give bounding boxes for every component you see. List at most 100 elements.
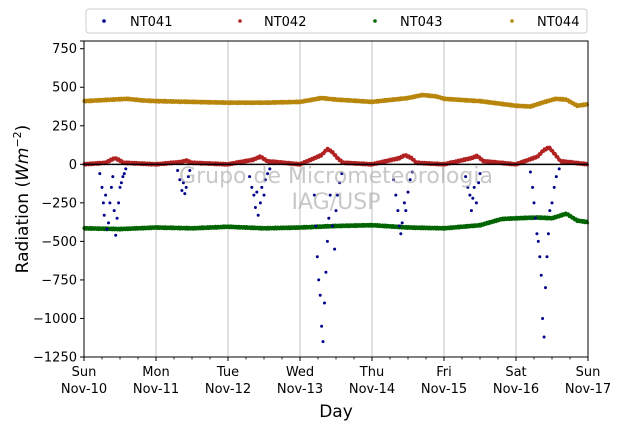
data-point xyxy=(533,216,537,220)
data-point xyxy=(550,201,554,205)
data-point xyxy=(542,335,546,339)
data-point xyxy=(315,255,319,259)
data-point xyxy=(394,193,398,197)
data-point xyxy=(124,167,128,171)
data-point xyxy=(321,340,325,344)
data-point xyxy=(107,221,110,225)
legend-label-nt044: NT044 xyxy=(537,15,579,30)
x-tick-label-date: Nov-16 xyxy=(493,382,539,397)
data-point xyxy=(186,175,190,179)
x-axis-ticks: Sun Nov-10 Mon Nov-11 Tue Nov-12 Wed Nov-13 Thu N… xyxy=(61,357,611,397)
data-point xyxy=(323,301,326,305)
legend-item-nt041: NT041 xyxy=(102,15,172,30)
series-nt041 xyxy=(98,167,561,344)
data-point xyxy=(98,172,102,176)
data-point xyxy=(392,178,396,182)
data-point xyxy=(114,233,118,237)
data-point xyxy=(404,209,408,213)
y-tick-label: 750 xyxy=(52,42,77,57)
data-point xyxy=(121,175,125,179)
data-point xyxy=(468,193,472,197)
x-tick-label-day: Mon xyxy=(142,365,169,380)
data-point xyxy=(180,189,184,192)
data-point xyxy=(469,209,473,213)
watermark-line-2: IAG/USP xyxy=(292,190,381,215)
y-tick-label: −1000 xyxy=(33,312,77,327)
x-tick-label-day: Sun xyxy=(72,365,97,380)
data-point xyxy=(312,193,316,197)
data-point xyxy=(248,175,252,179)
x-gridlines xyxy=(155,41,517,357)
data-point xyxy=(536,239,540,243)
x-tick-label-day: Sun xyxy=(576,365,601,380)
y-axis-label: Radiation (Wm−2) xyxy=(11,125,33,274)
data-point xyxy=(474,201,478,205)
x-tick-label-date: Nov-14 xyxy=(349,382,395,397)
x-tick-label-date: Nov-12 xyxy=(205,382,251,397)
data-point xyxy=(252,193,256,197)
x-tick-label-date: Nov-11 xyxy=(133,382,179,397)
data-point xyxy=(396,209,400,213)
data-point xyxy=(399,232,403,236)
data-point xyxy=(554,175,558,179)
data-point xyxy=(335,193,339,197)
data-point xyxy=(477,181,481,185)
data-point xyxy=(181,181,185,185)
data-point xyxy=(531,185,535,189)
watermark-line-1: Grupo de Micrometeorologia xyxy=(179,164,493,189)
y-tick-label: 500 xyxy=(52,81,77,96)
legend-marker-nt043 xyxy=(373,19,377,23)
data-point xyxy=(262,193,266,197)
data-point xyxy=(557,167,561,171)
data-point xyxy=(334,209,338,213)
data-point xyxy=(406,190,410,194)
data-point xyxy=(471,196,475,200)
data-point xyxy=(402,201,406,205)
y-axis-label-main: Radiation ( xyxy=(13,181,33,273)
series-nt044 xyxy=(82,92,590,109)
data-point xyxy=(535,232,539,236)
legend-label-nt041: NT041 xyxy=(130,15,172,30)
data-series xyxy=(82,92,590,344)
data-point xyxy=(545,255,549,259)
data-point xyxy=(532,201,536,205)
y-tick-label: −1250 xyxy=(33,351,77,366)
data-point xyxy=(263,178,267,182)
x-tick-label-date: Nov-13 xyxy=(277,382,323,397)
data-point xyxy=(472,185,476,189)
legend-marker-nt041 xyxy=(102,19,106,23)
data-point xyxy=(184,185,188,189)
x-tick-label-day: Thu xyxy=(359,365,384,380)
data-point xyxy=(112,209,116,213)
data-point xyxy=(320,324,324,328)
data-point xyxy=(101,201,105,205)
x-tick-label-date: Nov-10 xyxy=(61,382,107,397)
data-point xyxy=(178,178,182,182)
legend-marker-nt044 xyxy=(510,19,514,23)
data-point xyxy=(410,170,414,174)
data-point xyxy=(408,178,412,182)
legend-item-nt042: NT042 xyxy=(238,15,306,30)
data-point xyxy=(176,169,180,172)
y-tick-label: −500 xyxy=(41,235,77,250)
data-point xyxy=(118,185,122,189)
data-point xyxy=(318,293,322,297)
data-point xyxy=(104,193,108,197)
data-point xyxy=(327,216,331,220)
y-axis-label-exp: −2 xyxy=(11,131,24,147)
data-point xyxy=(528,170,532,174)
data-point xyxy=(548,209,552,213)
data-point xyxy=(256,213,260,217)
data-point xyxy=(314,224,318,228)
legend: NT041 NT042 NT043 NT044 xyxy=(85,8,588,34)
data-point xyxy=(105,227,109,231)
data-point xyxy=(333,247,337,251)
data-point xyxy=(324,270,328,274)
data-point xyxy=(253,206,257,209)
data-point xyxy=(552,185,556,189)
x-tick-label-day: Fri xyxy=(436,365,452,380)
data-point xyxy=(325,239,329,243)
legend-label-nt042: NT042 xyxy=(264,15,306,30)
data-point xyxy=(466,185,470,189)
legend-item-nt044: NT044 xyxy=(510,15,579,30)
